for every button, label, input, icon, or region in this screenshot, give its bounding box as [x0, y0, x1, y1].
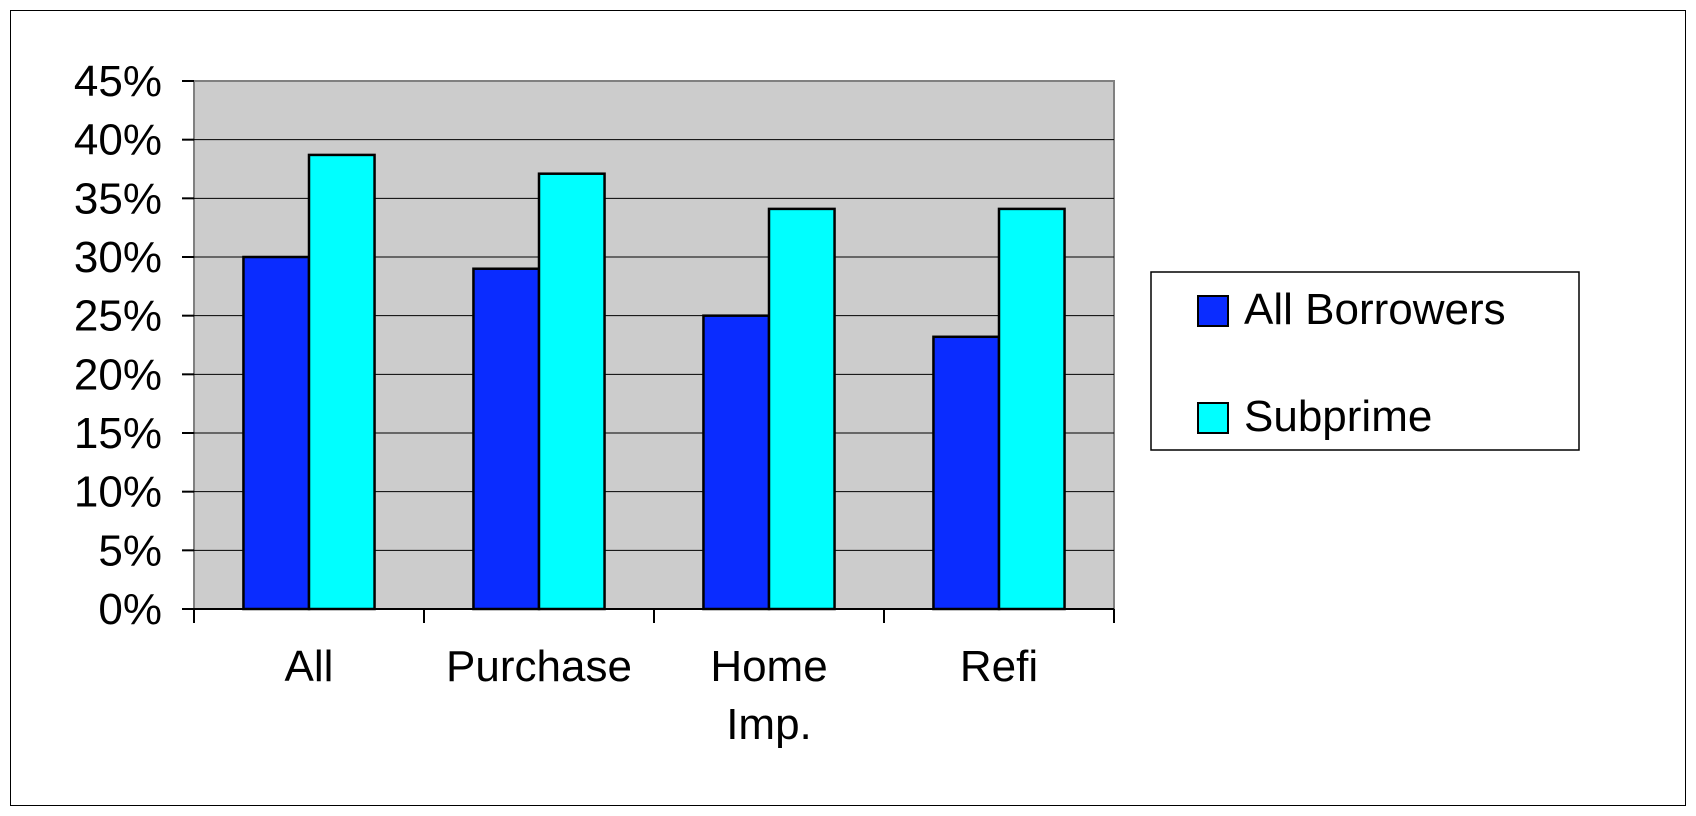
y-tick-label: 5% [98, 526, 162, 575]
legend-label-subprime: Subprime [1244, 392, 1432, 441]
x-tick-label-refi: Refi [960, 642, 1038, 691]
y-tick-label: 35% [74, 174, 162, 223]
bar-subprime-purchase [537, 172, 606, 611]
x-axis-ticks [193, 609, 1115, 623]
y-tick-label: 10% [74, 468, 162, 517]
bar-all-borrowers-purchase [472, 267, 541, 611]
bar-chart: 0% 5% 10% 15% 20% 25% 30% 35% 40% 45% All Purchase… [74, 57, 1580, 749]
x-axis-labels: All Purchase Home Imp. Refi [285, 642, 1039, 749]
bar-subprime-all [307, 153, 376, 611]
legend-swatch-all-borrowers [1197, 295, 1229, 327]
legend: All Borrowers Subprime [1150, 271, 1580, 451]
x-tick-label-all: All [285, 642, 334, 691]
bar-all-borrowers-all [242, 255, 311, 611]
chart-frame: 0% 5% 10% 15% 20% 25% 30% 35% 40% 45% All Purchase… [10, 10, 1686, 806]
x-tick-label-home-imp: Home Imp. [710, 642, 827, 749]
y-tick-label: 15% [74, 409, 162, 458]
bar-subprime-refi [997, 207, 1066, 611]
y-tick-label: 40% [74, 116, 162, 165]
y-tick-label: 25% [74, 292, 162, 341]
y-tick-label: 0% [98, 585, 162, 634]
y-tick-label: 45% [74, 57, 162, 106]
legend-swatch-subprime [1197, 402, 1229, 434]
bars [242, 153, 1066, 611]
y-tick-label: 30% [74, 233, 162, 282]
y-tick-label: 20% [74, 350, 162, 399]
bar-all-borrowers-home-imp [702, 314, 771, 611]
x-tick-label-purchase: Purchase [446, 642, 632, 691]
legend-label-all-borrowers: All Borrowers [1244, 285, 1506, 334]
bar-all-borrowers-refi [932, 335, 1001, 611]
bar-subprime-home-imp [767, 207, 836, 611]
y-axis-ticks: 0% 5% 10% 15% 20% 25% 30% 35% 40% 45% [74, 57, 194, 634]
